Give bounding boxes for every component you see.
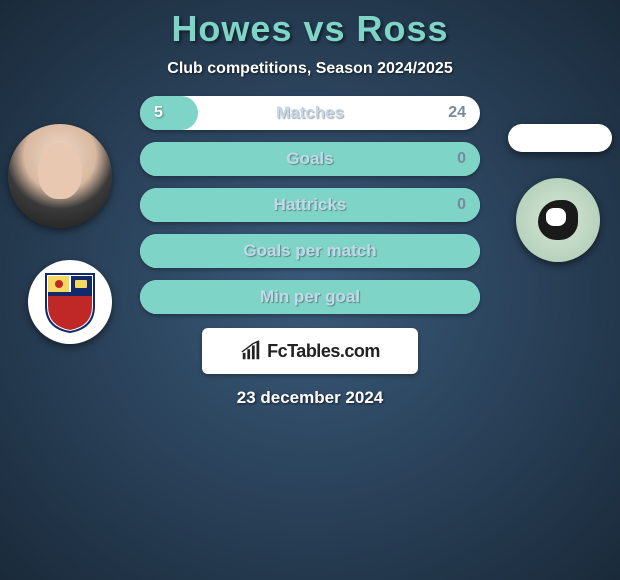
stat-right-value: 24 (448, 104, 466, 122)
stat-row: Goals0 (140, 142, 480, 176)
player-right-placeholder (508, 124, 612, 152)
player-left-avatar (8, 124, 112, 228)
stats-table: Matches524Goals0Hattricks0Goals per matc… (140, 96, 480, 314)
stat-row: Goals per match (140, 234, 480, 268)
brand-text: FcTables.com (267, 341, 380, 362)
club-left-crest (28, 260, 112, 344)
stat-label: Matches (140, 103, 480, 123)
page-title: Howes vs Ross (0, 8, 620, 50)
date-label: 23 december 2024 (0, 388, 620, 408)
stat-label: Min per goal (140, 287, 480, 307)
subtitle: Club competitions, Season 2024/2025 (0, 60, 620, 78)
stat-row: Hattricks0 (140, 188, 480, 222)
chart-icon (240, 340, 262, 362)
shield-icon (42, 270, 98, 334)
club-right-crest (516, 178, 600, 262)
brand-logo[interactable]: FcTables.com (202, 328, 418, 374)
stat-label: Goals per match (140, 241, 480, 261)
stat-row: Min per goal (140, 280, 480, 314)
magpie-icon (538, 200, 578, 240)
stat-label: Hattricks (140, 195, 480, 215)
stat-label: Goals (140, 149, 480, 169)
stat-right-value: 0 (457, 196, 466, 214)
stat-left-value: 5 (154, 104, 163, 122)
stat-row: Matches5 24 (140, 96, 480, 130)
stat-right-value: 0 (457, 150, 466, 168)
